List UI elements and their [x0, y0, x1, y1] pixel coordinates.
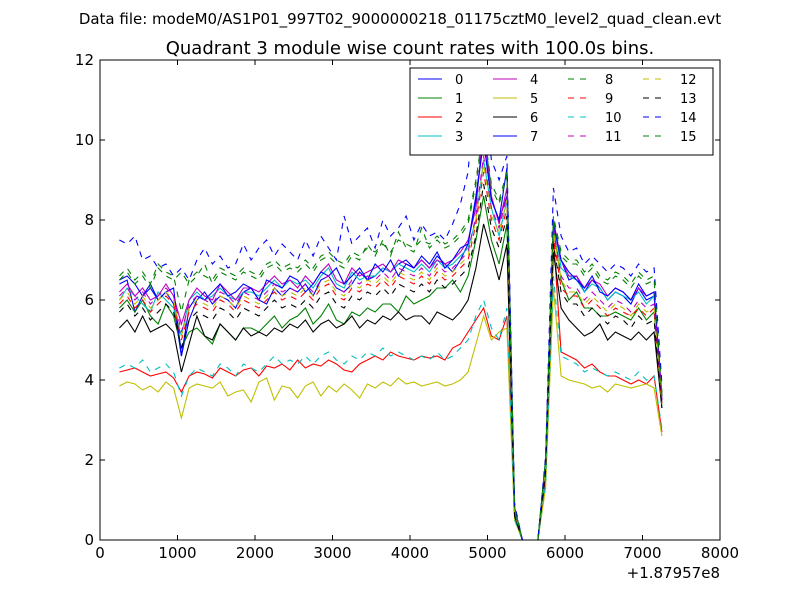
x-axis: 0 1000 2000 3000 4000 5000 6000 7000 8000	[95, 60, 739, 562]
legend-label-13: 13	[680, 92, 697, 107]
series-line-5	[119, 287, 663, 540]
legend-label-0: 0	[455, 73, 463, 88]
series-line-2	[119, 235, 663, 540]
series-line-15	[119, 131, 663, 540]
x-tick-label: 8000	[701, 544, 739, 562]
legend-label-7: 7	[530, 130, 538, 145]
legend-label-8: 8	[605, 73, 613, 88]
chart-title: Quadrant 3 module wise count rates with …	[166, 38, 655, 59]
y-tick-label: 10	[75, 131, 94, 149]
x-tick-label: 3000	[313, 544, 351, 562]
series-line-1	[119, 195, 663, 540]
series-line-10	[119, 275, 663, 540]
x-tick-label: 0	[95, 544, 105, 562]
series-line-7	[119, 139, 663, 540]
series-line-8	[119, 127, 663, 540]
x-tick-label: 1000	[158, 544, 196, 562]
legend-label-14: 14	[680, 111, 697, 126]
x-tick-label: 7000	[623, 544, 661, 562]
legend-box	[409, 67, 714, 156]
data-file-label: Data file: modeM0/AS1P01_997T02_90000002…	[79, 10, 721, 29]
x-tick-label: 6000	[546, 544, 584, 562]
series-line-4	[119, 123, 663, 540]
legend-label-4: 4	[530, 73, 538, 88]
y-tick-label: 2	[84, 451, 94, 469]
legend-label-12: 12	[680, 73, 697, 88]
legend-label-2: 2	[455, 111, 463, 126]
legend-label-5: 5	[530, 92, 538, 107]
x-tick-label: 5000	[468, 544, 506, 562]
legend-label-3: 3	[455, 130, 463, 145]
legend-label-6: 6	[530, 111, 538, 126]
series-line-6	[119, 223, 663, 540]
legend-label-11: 11	[605, 130, 622, 145]
series-layer	[118, 69, 663, 540]
legend-label-15: 15	[680, 130, 697, 145]
y-tick-label: 0	[84, 531, 94, 549]
y-tick-label: 4	[84, 371, 94, 389]
x-tick-label: 2000	[236, 544, 274, 562]
y-tick-label: 6	[84, 291, 94, 309]
legend-label-1: 1	[455, 92, 463, 107]
legend-label-10: 10	[605, 111, 622, 126]
series-line-14	[119, 69, 663, 540]
x-offset-label: +1.87957e8	[627, 564, 720, 582]
x-tick-label: 4000	[391, 544, 429, 562]
y-tick-label: 8	[84, 211, 94, 229]
legend-label-9: 9	[605, 92, 613, 107]
series-line-12	[119, 163, 663, 540]
y-tick-label: 12	[75, 51, 94, 69]
